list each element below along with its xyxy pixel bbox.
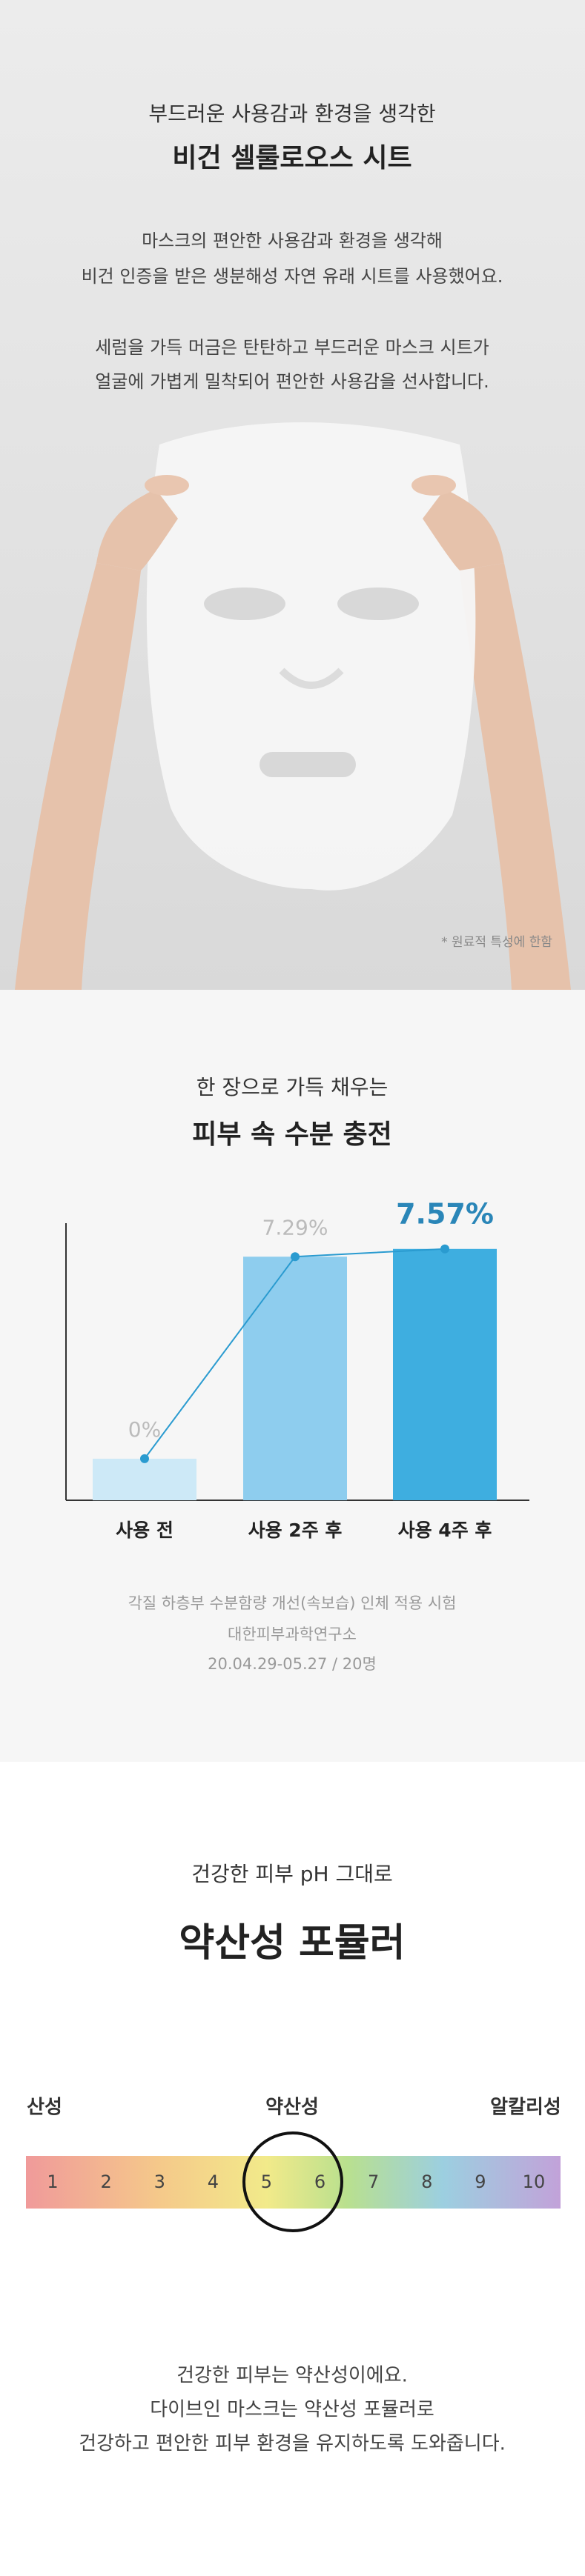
chart-subtitle: 한 장으로 가득 채우는 (196, 1075, 389, 1099)
ph-label: 산성 (27, 2097, 62, 2119)
point (440, 1244, 449, 1254)
point (291, 1252, 300, 1262)
ph-number: 9 (475, 2171, 486, 2192)
mask-photo (15, 422, 571, 990)
x-tick-label: 사용 전 (116, 1520, 173, 1541)
point (140, 1454, 149, 1463)
chart-note: 대한피부과학연구소 (228, 1625, 357, 1643)
ph-highlight (242, 2131, 343, 2232)
ph-number: 5 (261, 2171, 272, 2192)
paragraph-line: 마스크의 편안한 사용감과 환경을 생각해 (142, 230, 443, 251)
paragraph-line: 얼굴에 가볍게 밀착되어 편안한 사용감을 선사합니다. (95, 371, 489, 392)
paragraph-line: 비건 인증을 받은 생분해성 자연 유래 시트를 사용했어요. (82, 266, 503, 287)
ph-scale: 1 2 3 4 5 6 7 8 9 10 (47, 2171, 545, 2192)
ph-number: 1 (47, 2171, 58, 2192)
value-label: 7.29% (262, 1215, 328, 1239)
ph-number: 7 (368, 2171, 379, 2192)
ph-text: 건강하고 편안한 피부 환경을 유지하도록 도와줍니다. (79, 2433, 506, 2455)
ph-title: 약산성 포뮬러 (179, 1921, 405, 1966)
ph-label: 약산성 (265, 2097, 319, 2119)
value-label: 0% (128, 1417, 161, 1442)
ph-number: 2 (101, 2171, 112, 2192)
ph-text: 건강한 피부는 약산성이에요. (176, 2365, 408, 2387)
bar (93, 1458, 196, 1500)
ph-number: 6 (314, 2171, 325, 2192)
ph-number: 4 (208, 2171, 219, 2192)
ph-number: 3 (154, 2171, 165, 2192)
bar (243, 1257, 347, 1500)
x-tick-label: 사용 4주 후 (398, 1520, 492, 1541)
ph-label: 알칼리성 (490, 2097, 561, 2119)
paragraph-line: 세럼을 가득 머금은 탄탄하고 부드러운 마스크 시트가 (95, 337, 489, 358)
title: 비건 셀룰로오스 시트 (172, 143, 412, 173)
subtitle: 부드러운 사용감과 환경을 생각한 (148, 101, 435, 126)
ph-number: 10 (523, 2171, 546, 2192)
chart-title: 피부 속 수분 충전 (192, 1119, 391, 1150)
ph-bar (26, 2156, 561, 2209)
ph-subtitle: 건강한 피부 pH 그대로 (191, 1862, 393, 1886)
note: * 원료적 특성에 한함 (441, 935, 552, 950)
plot: 0% 사용 전 7.29% 사용 2주 후 7.57% 사용 4주 후 (93, 1197, 497, 1541)
ph-text: 다이브인 마스크는 약산성 포뮬러로 (150, 2399, 434, 2421)
ph-number: 8 (421, 2171, 432, 2192)
chart-note: 20.04.29-05.27 / 20명 (208, 1655, 377, 1673)
bar (393, 1248, 497, 1500)
chart-note: 각질 하층부 수분함량 개선(속보습) 인체 적용 시험 (128, 1594, 457, 1612)
x-tick-label: 사용 2주 후 (248, 1520, 343, 1541)
value-label: 7.57% (396, 1197, 494, 1230)
